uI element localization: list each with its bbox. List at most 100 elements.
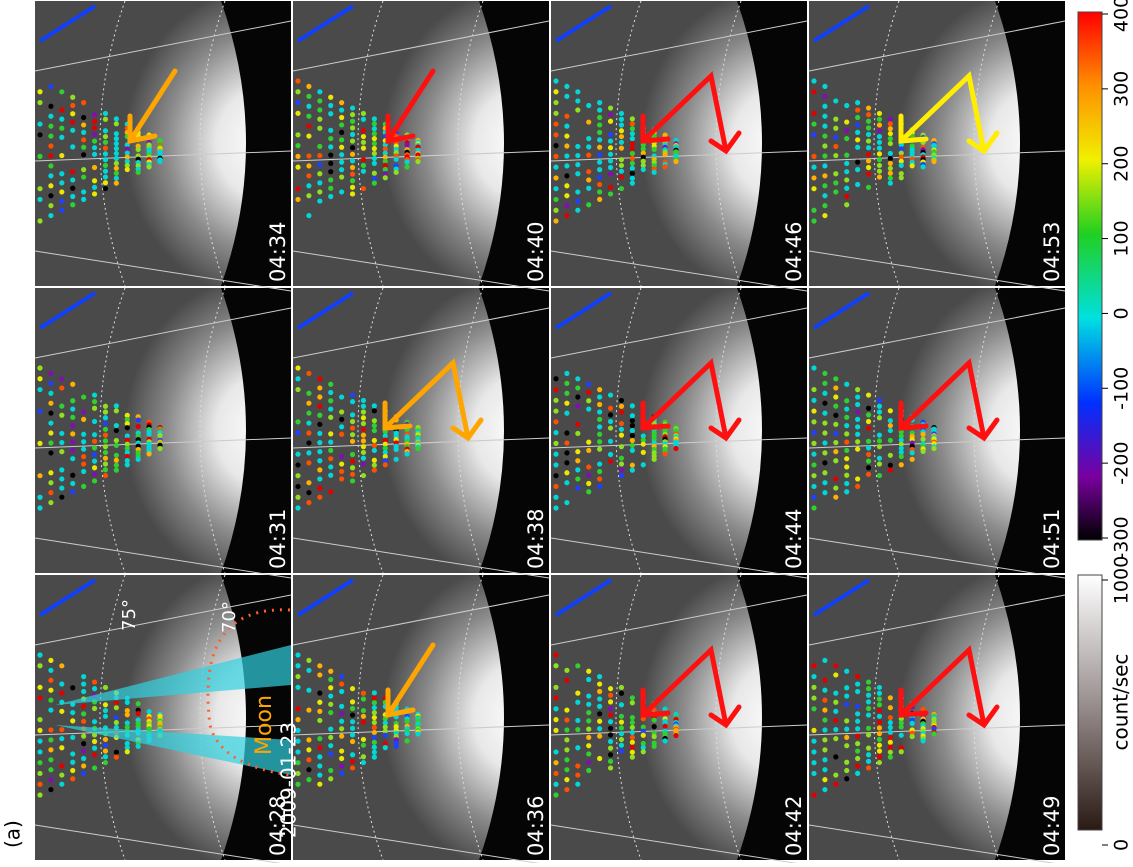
radar-dot [844, 169, 850, 175]
radar-dot [102, 145, 109, 151]
radar-dot [371, 175, 377, 181]
radar-dot [382, 146, 388, 152]
radar-dot [113, 175, 119, 181]
radar-dot [59, 476, 65, 482]
radar-dot [48, 133, 54, 139]
colorbar-tick-label: 300 [1111, 71, 1133, 107]
radar-dot [349, 191, 356, 197]
radar-dot [855, 387, 861, 393]
radar-dot [865, 158, 872, 164]
radar-dot [844, 119, 850, 125]
radar-dot [607, 105, 614, 111]
lat-circle [873, 0, 900, 287]
radar-dot [124, 724, 130, 730]
arrow [127, 68, 178, 145]
radar-dot [48, 123, 54, 129]
radar-dot [553, 164, 559, 170]
radar-dot [855, 755, 861, 762]
radar-dot [317, 394, 323, 400]
radar-dot [81, 174, 87, 180]
radar-dot [382, 154, 388, 160]
radar-dot [607, 164, 614, 171]
radar-dot [339, 189, 345, 195]
radar-dot [81, 114, 87, 121]
radar-dot [586, 676, 592, 683]
radar-dot [575, 403, 581, 409]
radar-dot [349, 178, 356, 184]
radar-dot [48, 370, 54, 377]
radar-dot [339, 122, 345, 128]
radar-dot [855, 137, 861, 143]
radar-dot [865, 125, 872, 131]
radar-dot [833, 699, 839, 705]
radar-dot [124, 433, 130, 439]
radar-dot [607, 151, 614, 157]
arrow [640, 645, 742, 729]
radar-dot [855, 122, 861, 128]
radar-dot [575, 717, 581, 724]
radar-dot [306, 123, 312, 129]
radar-dot [124, 441, 130, 447]
radar-dot [306, 687, 312, 693]
radar-dot [564, 767, 570, 773]
radar-dot [360, 409, 367, 415]
radar-dot [811, 386, 817, 393]
radar-dot [295, 99, 301, 106]
radar-dot [59, 663, 65, 669]
radar-dot [102, 157, 109, 163]
radar-dot [349, 719, 356, 725]
radar-dot [328, 152, 334, 158]
radar-dot [618, 748, 625, 754]
radar-dot [553, 78, 559, 84]
radar-dot [564, 193, 570, 199]
radar-dot [876, 736, 883, 743]
radar-dot [317, 430, 323, 437]
radar-dot [811, 505, 817, 511]
radar-dot [575, 772, 581, 778]
radar-dot [920, 164, 926, 170]
radar-dot [607, 451, 614, 458]
radar-dot [102, 702, 109, 708]
radar-dot [102, 438, 109, 444]
radar-dot [887, 705, 893, 711]
radar-dot [586, 389, 592, 396]
radar-dot [618, 157, 625, 163]
radar-dot [553, 684, 559, 690]
radar-dot [37, 652, 43, 658]
radar-dot [597, 152, 603, 158]
radar-dot [360, 415, 367, 421]
radar-dot [618, 713, 625, 719]
radar-dot [586, 668, 592, 674]
radar-dot [328, 726, 334, 732]
radar-dot [833, 394, 839, 400]
radar-dot [81, 681, 87, 687]
radar-dot [811, 408, 817, 414]
radar-dot [371, 739, 377, 745]
radar-dot [597, 394, 603, 400]
radar-dot [607, 699, 614, 705]
radar-dot [618, 185, 625, 192]
radar-dot [317, 198, 323, 204]
radar-dot [876, 116, 883, 122]
radar-dot [295, 738, 301, 744]
radar-dot [360, 696, 367, 702]
radar-dot [553, 494, 559, 500]
radar-dot [37, 99, 43, 106]
radar-dot [102, 449, 109, 456]
radar-dot [70, 193, 76, 200]
radar-dot [339, 409, 345, 415]
radar-dot [629, 749, 635, 755]
radar-dot [382, 441, 388, 447]
radar-dot [876, 174, 883, 180]
radar-dot [844, 193, 850, 200]
radar-dot [586, 751, 592, 757]
meridian [550, 594, 808, 646]
radar-dot [553, 121, 559, 127]
radar-dot [629, 150, 635, 157]
radar-dot [564, 212, 570, 219]
radar-dot [328, 94, 334, 100]
radar-dot [844, 726, 850, 732]
radar-dot [339, 100, 345, 106]
radar-dot [811, 760, 817, 766]
radar-dot [70, 685, 76, 691]
